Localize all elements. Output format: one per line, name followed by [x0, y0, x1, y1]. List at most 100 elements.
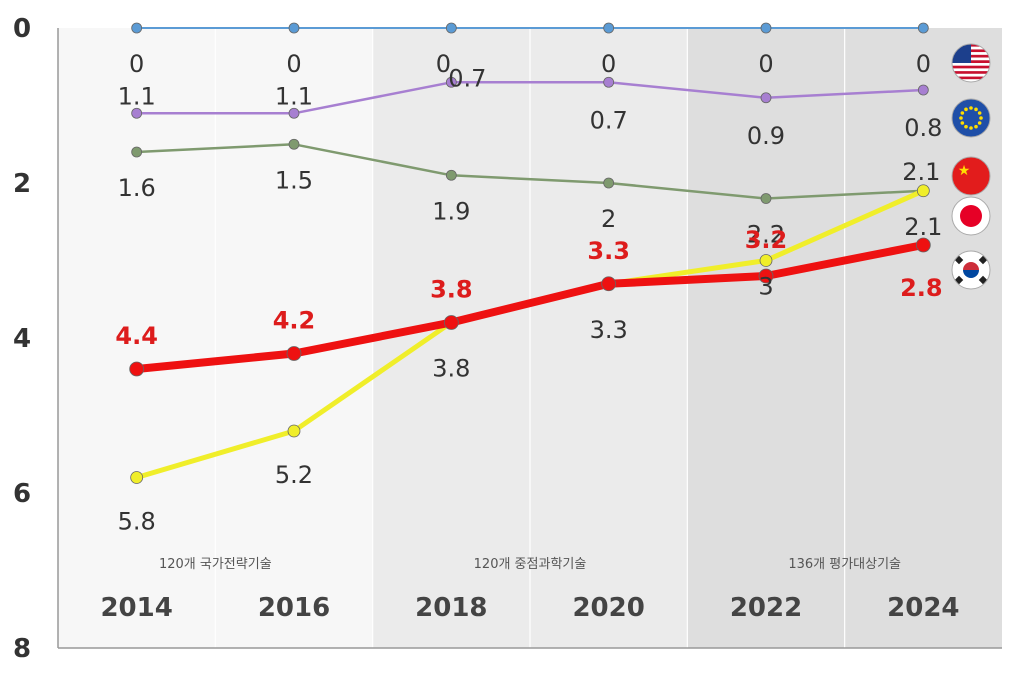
flag-ring [951, 98, 991, 138]
eu-series-point [760, 92, 772, 104]
korea-series-point [758, 268, 774, 284]
flag-star [977, 121, 982, 125]
japan-series-point [603, 177, 615, 189]
korea-series-data-label: 3.8 [430, 276, 473, 304]
japan-series-point [131, 146, 143, 158]
flag-stripe [952, 79, 990, 82]
china-series-data-label: 5.2 [275, 461, 313, 489]
y-tick-label: 4 [13, 324, 31, 354]
usa-series-point [603, 22, 615, 34]
china-series-data-label: 3.3 [590, 316, 628, 344]
x-tick-label: 2024 [887, 593, 959, 623]
usa-series-data-label: 0 [758, 50, 773, 78]
section-label: 136개 평가대상기술 [788, 557, 901, 572]
japan-series-data-label: 2.1 [904, 213, 942, 241]
korea-series-data-label: 2.8 [900, 274, 943, 302]
x-tick-label: 2020 [572, 593, 644, 623]
flag-star [959, 116, 963, 120]
section-label: 120개 중점과학기술 [474, 557, 587, 572]
flag-stripe [952, 71, 990, 74]
usa-series-data-label: 0 [129, 50, 144, 78]
korea-series-line [132, 241, 928, 373]
korea-series-data-label: 4.2 [273, 307, 316, 335]
data-labels: 0 0 0 0 0 0 1.1 1.1 0.7 0.7 0.9 0.8 1.6 1.5 1.9 2 2.2 2.1… [115, 50, 942, 536]
japan-series-data-label: 1.9 [432, 197, 470, 225]
usa-series-point [131, 22, 143, 34]
x-axis: 2014 2016 2018 2020 2022 2024 [100, 593, 959, 623]
eu-series-point [288, 107, 300, 119]
x-tick-label: 2014 [100, 593, 172, 623]
y-tick-label: 0 [13, 14, 31, 44]
japan-series-point [288, 138, 300, 150]
flag-stripe [952, 63, 990, 66]
korea-series-data-label: 3.3 [587, 237, 630, 265]
flag-stripe [952, 65, 990, 69]
flag-disc [960, 205, 982, 227]
eu-series-data-label: 1.1 [275, 82, 313, 110]
eu-series-point [603, 76, 615, 88]
flag-star [974, 107, 978, 112]
eu-series-point [131, 107, 143, 119]
y-tick-label: 6 [13, 479, 31, 509]
japan-series-point [760, 193, 772, 204]
japan-series-point [445, 169, 457, 181]
flag-ring [951, 43, 991, 83]
usa-series-data-label: 0 [916, 50, 931, 78]
flag-star [969, 126, 973, 130]
korea-series-point [601, 276, 617, 292]
eu-series-data-label: 1.1 [118, 82, 156, 110]
usa-series-point [288, 22, 300, 34]
usa-series-point [760, 22, 772, 34]
y-tick-label: 8 [13, 634, 31, 664]
flag-ring [951, 156, 991, 196]
china-series-data-label: 2.1 [902, 158, 940, 186]
flag-star [964, 107, 968, 112]
flag-field [952, 99, 990, 137]
x-tick-label: 2022 [730, 593, 802, 623]
korea-series-data-label: 4.4 [115, 322, 158, 350]
eu-series-line [135, 81, 925, 115]
x-tick-label: 2018 [415, 593, 487, 623]
china-series-data-label: 3 [758, 273, 773, 301]
flag-ring [951, 196, 991, 236]
y-axis: 0 2 4 6 8 [13, 14, 31, 664]
usa-series-data-label: 0 [436, 50, 451, 78]
gridlines [57, 28, 1002, 649]
eu-series-data-label: 0.7 [448, 64, 486, 92]
series-lines [132, 27, 928, 480]
eu-series-data-label: 0.8 [904, 114, 942, 142]
japan-series-data-label: 2 [601, 205, 616, 233]
china-series-data-label: 3.8 [432, 355, 470, 383]
section-label: 120개 국가전략기술 [159, 557, 272, 572]
eu-series-data-label: 0.9 [747, 122, 785, 150]
flag-star [979, 116, 983, 120]
flag-field [952, 157, 990, 195]
korea-series-point [129, 361, 145, 377]
china-series-point [287, 424, 301, 438]
section-labels: 120개 국가전략기술 120개 중점과학기술 136개 평가대상기술 [159, 557, 901, 572]
china-series-point [759, 254, 773, 267]
flag-stripe [952, 76, 990, 80]
korea-series-point [443, 315, 459, 330]
japan-series-data-label: 1.5 [275, 166, 313, 194]
eu-series-point [445, 76, 457, 88]
flag-star [960, 111, 965, 115]
japan-series-line [135, 143, 925, 200]
china-flag-icon: ★ [952, 157, 990, 195]
flag-star [977, 111, 982, 115]
eu-series-data-label: 0.7 [590, 106, 628, 134]
flag-ring [951, 250, 991, 290]
flag-star [969, 106, 973, 110]
usa-series-data-label: 0 [286, 50, 301, 78]
korea-series-point [915, 237, 931, 253]
flag-star [960, 121, 965, 125]
flag-star [974, 124, 978, 129]
y-tick-label: 2 [13, 169, 31, 199]
usa-series-point [917, 22, 929, 34]
series-points [129, 22, 931, 484]
japan-flag-icon [952, 197, 990, 235]
usa-series-point [445, 22, 457, 34]
usa-series-data-label: 0 [601, 50, 616, 78]
